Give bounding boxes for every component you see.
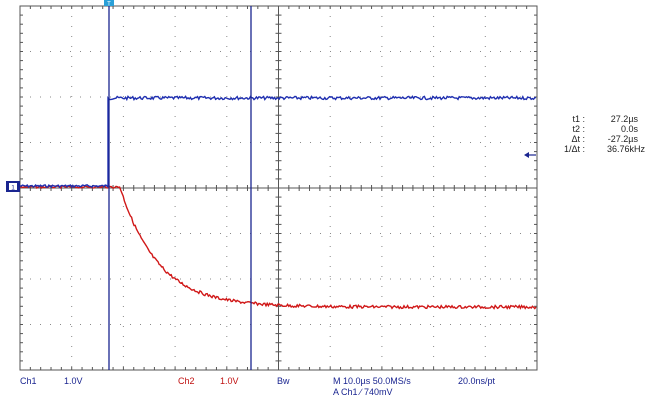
inverse-delta-t-label: 1/Δt : xyxy=(564,144,585,154)
t1-value: 27.2µs xyxy=(611,114,639,124)
delta-t-label: Δt : xyxy=(571,134,585,144)
status-bar: Ch1 1.0V Ch2 1.0V Bw M 10.0µs 50.0MS/s 2… xyxy=(20,376,496,397)
delta-t-value: -27.2µs xyxy=(608,134,639,144)
timebase-readout[interactable]: M 10.0µs 50.0MS/s xyxy=(333,376,411,386)
ch1-waveform xyxy=(19,95,537,189)
ch2-scale[interactable]: 1.0V xyxy=(220,376,239,386)
trigger-position-marker: T xyxy=(104,0,114,8)
trigger-level-arrow-icon xyxy=(524,152,536,158)
ch1-ground-marker[interactable]: 1 xyxy=(6,181,20,192)
ch1-scale[interactable]: 1.0V xyxy=(64,376,83,386)
t1-label: t1 : xyxy=(572,114,585,124)
bandwidth-limit-badge: Bw xyxy=(277,376,290,386)
svg-text:1: 1 xyxy=(11,185,15,192)
cursor-readout: t1 : 27.2µs t2 : 0.0s Δt : -27.2µs 1/Δt … xyxy=(564,114,646,154)
ch2-label[interactable]: Ch2 xyxy=(178,376,195,386)
ch1-label[interactable]: Ch1 xyxy=(20,376,37,386)
sample-interval-readout: 20.0ns/pt xyxy=(458,376,496,386)
inverse-delta-t-value: 36.76kHz xyxy=(607,144,646,154)
trigger-readout[interactable]: A Ch1 ∕ 740mV xyxy=(333,387,393,397)
t2-value: 0.0s xyxy=(621,124,639,134)
t2-label: t2 : xyxy=(572,124,585,134)
graticule xyxy=(19,5,538,371)
ch2-waveform xyxy=(19,185,537,310)
svg-text:T: T xyxy=(107,2,111,8)
